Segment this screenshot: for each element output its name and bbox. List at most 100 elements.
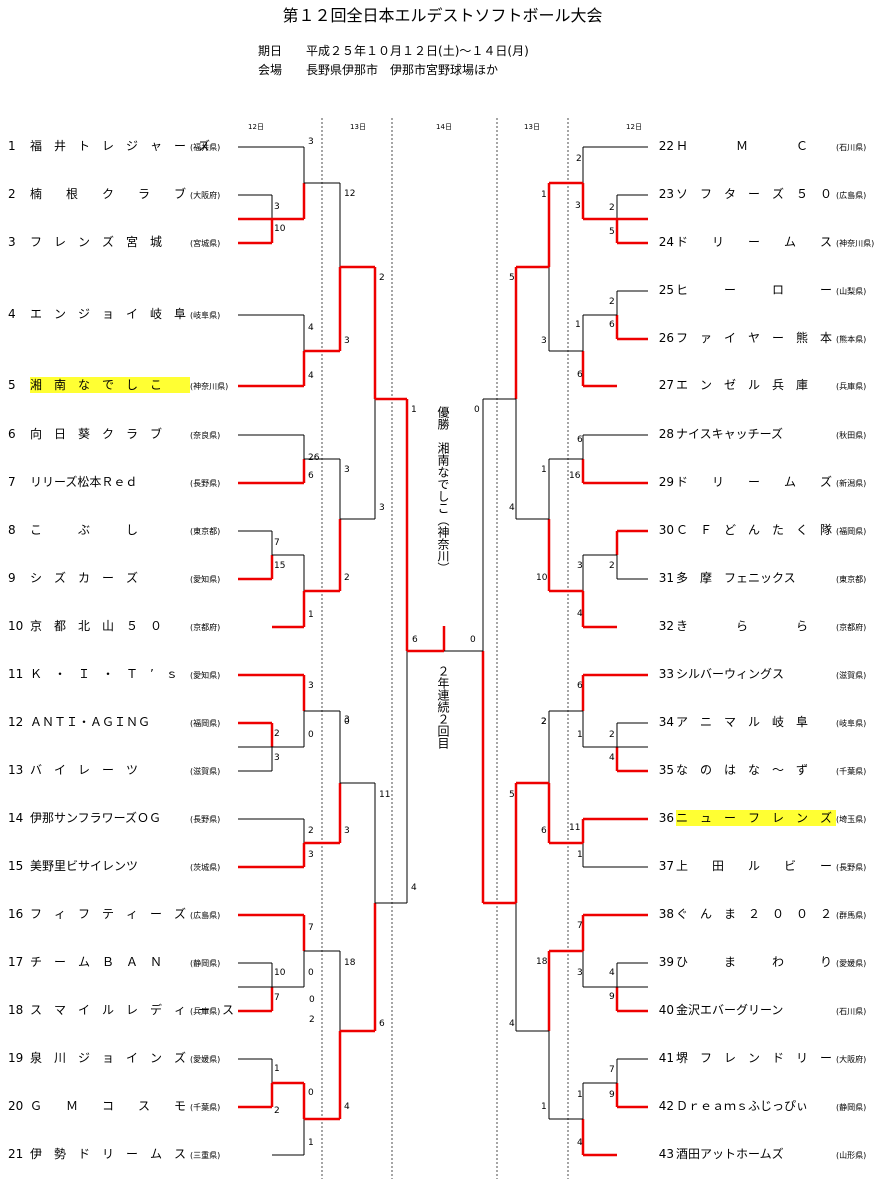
team-row: 24 ド リ ー ム ス (神奈川県) [652,234,875,252]
score-label: 11 [379,790,390,800]
info-date-label: 期日 [258,44,283,58]
score-label: 0 [308,730,314,740]
team-name: ニ ュ ー フ レ ン ズ [676,810,836,826]
team-prefecture: (新潟県) [836,479,867,488]
team-name: 酒田アットホームズ [676,1147,784,1161]
team-row: 14 伊那サンフラワーズＯＧ (長野県) [8,810,220,828]
score-label: 3 [541,336,547,346]
team-name: フ レ ン ズ 宮 城 [30,235,163,249]
team-name: 向 日 葵 ク ラ ブ [30,427,163,441]
score-label: 15 [274,561,285,571]
score-label: 7 [577,921,583,931]
team-prefecture: (兵庫県) [836,382,867,391]
score-label: 4 [609,753,615,763]
score-label: 3 [308,137,314,147]
team-row: 30 Ｃ Ｆ ど ん た く 隊 (福岡県) [652,522,867,540]
team-number: 9 [8,571,16,585]
team-number: 15 [8,859,24,873]
team-number: 28 [658,427,674,441]
team-prefecture: (滋賀県) [836,671,867,680]
champion-note: ２年連続２回目 [436,665,450,749]
score-label: 7 [274,538,280,548]
page-title: 第１２回全日本エルデストソフトボール大会 [282,6,603,25]
score-label: 1 [411,405,417,415]
team-prefecture: (山梨県) [836,287,867,296]
score-label: 2 [541,717,547,727]
day-label: 13日 [350,123,366,131]
team-number: 33 [658,667,674,681]
team-prefecture: (兵庫県) [190,1007,221,1016]
day-label: 14日 [436,123,452,131]
score-label: 3 [379,503,385,513]
team-row: 23 ソ フ タ ー ズ ５ ０ (広島県) [652,186,867,204]
score-label: 5 [509,790,515,800]
score-label: 1 [577,1090,583,1100]
team-row: 27 エ ン ゼ ル 兵 庫 (兵庫県) [652,377,867,395]
team-row: 8 こ ぶ し (東京都) [8,522,220,540]
score-label: 1 [274,1064,280,1074]
team-prefecture: (滋賀県) [190,767,221,776]
team-number: 2 [8,187,16,201]
team-prefecture: (広島県) [836,191,867,200]
team-prefecture: (茨城県) [190,863,221,872]
team-number: 38 [658,907,674,921]
team-number: 16 [8,907,24,921]
team-row: 39 ひ ま わ り (愛媛県) [652,954,867,972]
team-number: 14 [8,811,24,825]
team-number: 20 [8,1099,24,1113]
team-prefecture: (長野県) [190,479,221,488]
day-label: 12日 [626,123,642,131]
team-row: 1 福 井 ト レ ジ ャ ー ズ(福井県) [8,138,220,156]
team-row: 7 リリーズ松本Ｒｅｄ (長野県) [8,474,220,492]
day-label: 12日 [248,123,264,131]
team-row: 2 楠 根 ク ラ ブ (大阪府) [8,186,220,204]
team-number: 31 [658,571,674,585]
score-label: 26 [308,453,320,463]
score-label: 2 [274,729,280,739]
score-label: 7 [609,1065,615,1075]
score-label: 4 [308,323,314,333]
score-label: 1 [577,850,583,860]
team-number: 19 [8,1051,24,1065]
team-prefecture: (長野県) [190,815,221,824]
team-number: 17 [8,955,24,969]
team-row: 4 エ ン ジ ョ イ 岐 阜 (岐阜県) [8,306,220,324]
score-label: 0 [308,1088,314,1098]
team-number: 36 [658,811,674,825]
team-row: 41 堺 フ レ ン ド リ ー (大阪府) [652,1050,867,1068]
score-label: 10 [536,573,548,583]
score-label: 6 [577,435,583,445]
score-label: 0 [344,717,350,727]
team-prefecture: (群馬県) [836,911,867,920]
team-number: 24 [658,235,674,249]
team-name: 伊 勢 ド リ ー ム ス [30,1147,187,1161]
team-name: ひ ま わ り [676,955,833,969]
team-prefecture: (熊本県) [836,335,867,344]
team-row: 17 チ ー ム Ｂ Ａ Ｎ (静岡県) [8,954,220,972]
team-name: き ら ら [676,619,809,633]
score-label: 1 [575,320,581,330]
team-row: 22 Ｈ Ｍ Ｃ (石川県) [652,138,867,156]
team-number: 35 [658,763,674,777]
team-name: 京 都 北 山 ５ ０ [30,619,163,633]
team-prefecture: (石川県) [836,143,867,152]
score-label: 10 [274,968,286,978]
team-name: Ｈ Ｍ Ｃ [676,139,809,153]
team-name: ド リ ー ム ズ [676,475,833,489]
team-name: リリーズ松本Ｒｅｄ [30,475,138,489]
team-name: こ ぶ し [30,523,139,537]
info-date: 期日 平成２５年１０月１２日(土)～１４日(月) [258,42,529,59]
team-number: 12 [8,715,24,729]
score-label: 12 [344,189,355,199]
team-prefecture: (岐阜県) [190,311,221,320]
team-number: 42 [658,1099,674,1113]
team-number: 13 [8,763,24,777]
team-prefecture: (神奈川県) [190,382,229,391]
score-label: 2 [576,154,582,164]
team-number: 26 [658,331,674,345]
team-name: ス マ イ ル レ デ ィ ー ス [30,1003,235,1017]
team-number: 8 [8,523,16,537]
info-date-value: 平成２５年１０月１２日(土)～１４日(月) [306,44,529,58]
score-label: 0 [474,405,480,415]
